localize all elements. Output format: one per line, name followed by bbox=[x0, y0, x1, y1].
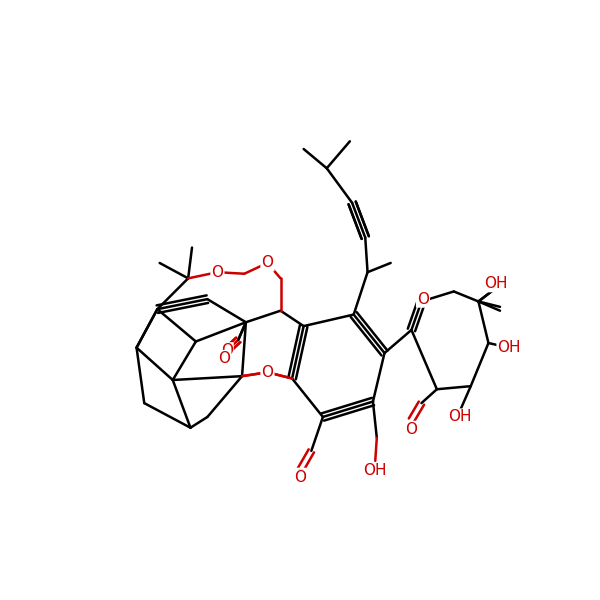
Text: O: O bbox=[211, 265, 223, 280]
Text: OH: OH bbox=[448, 409, 472, 424]
Text: O: O bbox=[406, 422, 418, 437]
Text: O: O bbox=[221, 343, 233, 358]
Text: OH: OH bbox=[484, 276, 508, 291]
Text: O: O bbox=[262, 365, 274, 380]
Text: O: O bbox=[294, 470, 306, 485]
Text: O: O bbox=[262, 256, 274, 271]
Text: OH: OH bbox=[497, 340, 521, 355]
Text: O: O bbox=[218, 351, 230, 366]
Text: OH: OH bbox=[364, 463, 387, 478]
Text: O: O bbox=[294, 469, 306, 484]
Text: O: O bbox=[417, 292, 429, 307]
